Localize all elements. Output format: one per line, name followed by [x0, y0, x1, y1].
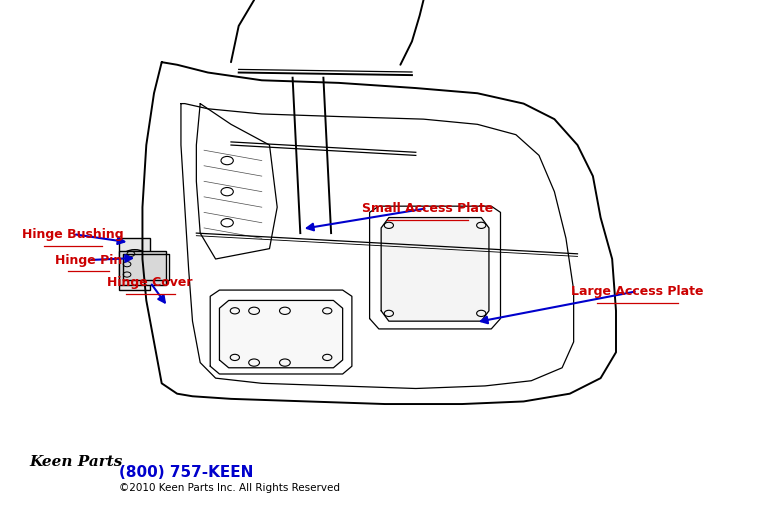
Text: Keen Parts: Keen Parts — [29, 455, 122, 469]
Text: Hinge Pin: Hinge Pin — [55, 253, 122, 267]
Text: _____________: _____________ — [42, 243, 105, 253]
Text: _________: _________ — [67, 269, 110, 279]
Text: __________________: __________________ — [383, 218, 471, 227]
Circle shape — [121, 250, 149, 268]
Text: Hinge Bushing: Hinge Bushing — [22, 227, 124, 241]
Polygon shape — [381, 218, 489, 321]
FancyBboxPatch shape — [119, 251, 166, 285]
Circle shape — [129, 255, 141, 263]
Text: ©2010 Keen Parts Inc. All Rights Reserved: ©2010 Keen Parts Inc. All Rights Reserve… — [119, 483, 340, 493]
Polygon shape — [219, 300, 343, 368]
Text: Large Access Plate: Large Access Plate — [571, 284, 704, 298]
Text: (800) 757-KEEN: (800) 757-KEEN — [119, 465, 254, 480]
FancyBboxPatch shape — [119, 238, 150, 290]
Text: __________________: __________________ — [594, 300, 681, 310]
Text: ___________: ___________ — [123, 292, 177, 301]
Text: Hinge Cover: Hinge Cover — [107, 276, 193, 289]
Text: Small Access Plate: Small Access Plate — [362, 202, 493, 215]
